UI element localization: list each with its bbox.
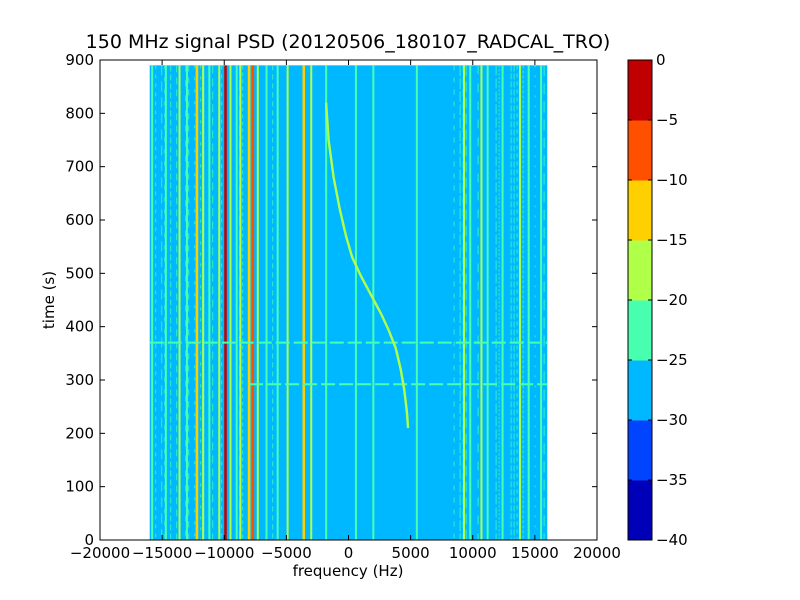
y-tick-label: 600 xyxy=(65,211,94,229)
colorbar-tick-label: −30 xyxy=(656,411,688,429)
colorbar-segment xyxy=(628,300,652,361)
x-tick-label: 0 xyxy=(344,544,354,562)
y-tick-label: 100 xyxy=(65,478,94,496)
colorbar-tick-label: 0 xyxy=(656,51,666,69)
colorbar-segment xyxy=(628,360,652,421)
colorbar-segment xyxy=(628,420,652,481)
y-tick-label: 700 xyxy=(65,158,94,176)
y-tick-label: 900 xyxy=(65,51,94,69)
x-tick-label: −10000 xyxy=(194,544,254,562)
colorbar-tick-label: −15 xyxy=(656,231,688,249)
colorbar-segment xyxy=(628,120,652,181)
colorbar: −40 −35 −30 −25 −20 −15 −10 −5 0 xyxy=(627,51,688,549)
x-tick-label: −5000 xyxy=(261,544,312,562)
y-tick-label: 400 xyxy=(65,318,94,336)
y-axis: 0 100 200 300 400 500 600 700 800 900 xyxy=(65,51,597,549)
y-tick-label: 0 xyxy=(84,531,94,549)
y-tick-label: 300 xyxy=(65,371,94,389)
x-tick-label: 10000 xyxy=(449,544,497,562)
colorbar-segment xyxy=(628,240,652,301)
y-tick-label: 500 xyxy=(65,264,94,282)
x-tick-label: 20000 xyxy=(573,544,621,562)
colorbar-segment xyxy=(628,180,652,241)
colorbar-tick-label: −10 xyxy=(656,171,688,189)
colorbar-tick-label: −40 xyxy=(656,531,688,549)
colorbar-tick-label: −25 xyxy=(656,351,688,369)
x-axis-label: frequency (Hz) xyxy=(293,562,404,580)
colorbar-tick-label: −20 xyxy=(656,291,688,309)
colorbar-segment xyxy=(628,60,652,121)
x-tick-label: 15000 xyxy=(511,544,559,562)
colorbar-tick-label: −5 xyxy=(656,111,678,129)
plot-area xyxy=(149,65,548,540)
x-tick-label: 5000 xyxy=(392,544,430,562)
chart-title: 150 MHz signal PSD (20120506_180107_RADC… xyxy=(86,31,611,53)
y-tick-label: 800 xyxy=(65,104,94,122)
colorbar-segment xyxy=(628,480,652,541)
colorbar-tick-label: −35 xyxy=(656,471,688,489)
y-tick-label: 200 xyxy=(65,424,94,442)
x-tick-label: −20000 xyxy=(70,544,130,562)
y-axis-label: time (s) xyxy=(40,271,58,329)
x-axis: −20000 −15000 −10000 −5000 0 5000 10000 15000 20… xyxy=(70,60,621,562)
doppler-chirp-trace xyxy=(324,102,410,429)
x-tick-label: −15000 xyxy=(132,544,192,562)
